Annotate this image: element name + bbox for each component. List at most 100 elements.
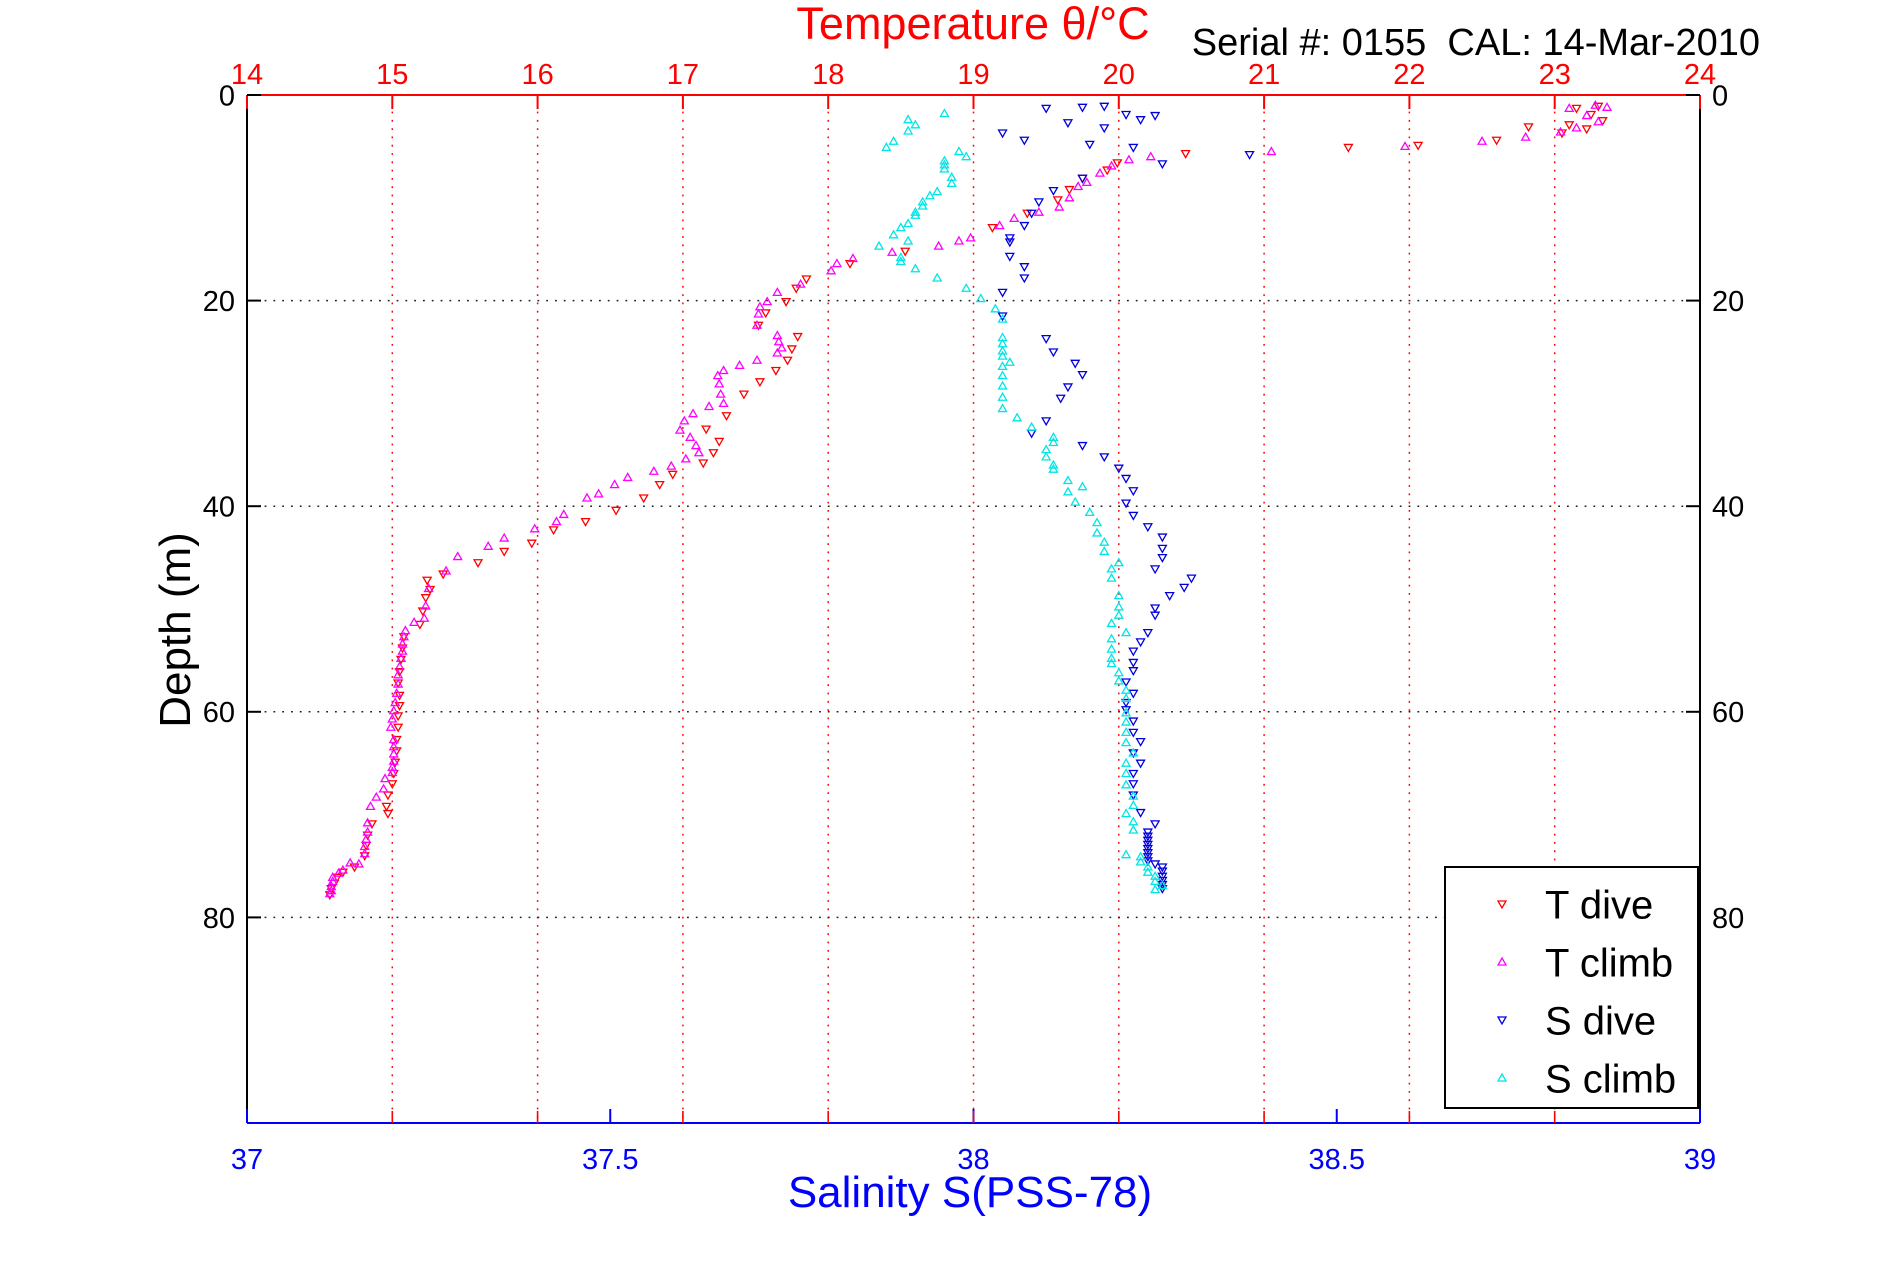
- triangle-down-icon: [1496, 900, 1508, 910]
- data-point-marker: [1412, 141, 1424, 151]
- data-point-marker: [638, 494, 649, 504]
- data-point-marker: [666, 460, 677, 470]
- data-point-marker: [1004, 252, 1015, 262]
- data-point-marker: [1150, 884, 1161, 894]
- data-point-marker: [1142, 523, 1153, 533]
- data-point-marker: [1019, 274, 1030, 284]
- data-point-marker: [1135, 116, 1146, 125]
- data-point-marker: [997, 350, 1008, 360]
- data-point-marker: [902, 114, 914, 124]
- data-point-marker: [1593, 116, 1604, 126]
- data-point-marker: [387, 780, 398, 790]
- data-point-marker: [1523, 123, 1534, 133]
- data-point-marker: [1590, 99, 1601, 109]
- data-point-marker: [1077, 370, 1088, 380]
- data-point-marker: [593, 488, 604, 498]
- data-point-marker: [895, 256, 906, 266]
- data-point-marker: [910, 209, 921, 219]
- data-point-marker: [1145, 151, 1156, 161]
- data-point-marker: [674, 424, 686, 434]
- data-point-marker: [902, 218, 914, 228]
- data-point-marker: [939, 108, 950, 118]
- data-point-marker: [1113, 609, 1124, 619]
- data-point-marker: [333, 867, 344, 877]
- data-point-marker: [1120, 693, 1132, 703]
- data-point-marker: [1009, 213, 1020, 223]
- data-point-marker: [408, 617, 420, 627]
- data-point-marker: [387, 767, 398, 777]
- right-depth-tick-label: 20: [1712, 286, 1744, 318]
- triangle-up-icon: [1496, 1072, 1508, 1082]
- data-point-marker: [499, 547, 510, 557]
- data-point-marker: [997, 361, 1008, 371]
- data-point-marker: [1157, 880, 1168, 890]
- legend-entry-s-climb: S climb: [1496, 1057, 1676, 1101]
- data-point-marker: [361, 833, 372, 843]
- data-point-marker: [1244, 150, 1255, 160]
- data-point-marker: [1128, 689, 1139, 699]
- data-point-marker: [382, 791, 394, 801]
- data-point-marker: [791, 284, 802, 294]
- data-point-marker: [654, 480, 665, 490]
- left-depth-tick-label: 80: [203, 903, 235, 935]
- data-point-marker: [1128, 816, 1139, 826]
- data-point-marker: [751, 354, 763, 364]
- data-point-marker: [1120, 727, 1132, 737]
- data-point-marker: [773, 336, 784, 346]
- data-point-marker: [1077, 174, 1088, 184]
- data-point-marker: [888, 135, 899, 145]
- temp-tick-label: 17: [667, 59, 699, 91]
- axis-ticks: [246, 94, 1701, 1123]
- triangle-up-icon: [1496, 956, 1508, 966]
- data-point-marker: [1070, 496, 1081, 506]
- data-point-marker: [708, 449, 719, 459]
- data-point-marker: [1120, 707, 1132, 717]
- data-point-marker: [1062, 119, 1074, 129]
- data-point-marker: [910, 263, 921, 273]
- data-point-marker: [1142, 861, 1153, 871]
- data-point-marker: [1135, 759, 1146, 769]
- data-point-marker: [483, 540, 494, 550]
- data-point-marker: [1120, 627, 1132, 637]
- data-point-marker: [1106, 633, 1117, 643]
- data-point-marker: [847, 253, 859, 263]
- legend-entry-label: T dive: [1545, 883, 1653, 927]
- data-point-marker: [997, 312, 1008, 322]
- data-point-marker: [1128, 143, 1139, 153]
- data-point-marker: [1120, 499, 1132, 509]
- data-point-marker: [1106, 563, 1117, 573]
- data-point-marker: [1343, 143, 1354, 153]
- data-point-marker: [1593, 102, 1604, 112]
- data-point-marker: [1157, 544, 1168, 554]
- data-point-marker: [1052, 196, 1063, 206]
- data-point-marker: [1120, 779, 1132, 789]
- data-point-marker: [997, 129, 1008, 139]
- data-point-marker: [1070, 359, 1081, 369]
- temp-tick-label: 16: [521, 59, 553, 91]
- data-point-marker: [831, 258, 843, 268]
- data-point-marker: [1399, 141, 1411, 151]
- data-point-marker: [932, 272, 943, 282]
- data-point-marker: [667, 470, 678, 480]
- data-point-marker: [1476, 135, 1488, 145]
- legend-entry-t-climb: T climb: [1496, 941, 1673, 985]
- data-point-marker: [753, 321, 764, 331]
- left-depth-tick-label: 60: [203, 697, 235, 729]
- data-point-marker: [1077, 481, 1088, 491]
- data-point-marker: [1048, 432, 1059, 441]
- data-point-marker: [825, 265, 837, 275]
- legend-entry-label: S dive: [1545, 999, 1656, 1043]
- series-t-dive: [324, 102, 1608, 901]
- data-point-marker: [1106, 653, 1117, 662]
- data-point-marker: [961, 151, 972, 161]
- salinity-axis-label: Salinity S(PSS-78): [787, 1168, 1153, 1217]
- data-point-marker: [1142, 857, 1153, 867]
- data-point-marker: [353, 858, 365, 868]
- data-point-marker: [1091, 527, 1103, 537]
- data-point-marker: [1019, 136, 1030, 146]
- data-point-marker: [701, 425, 712, 435]
- data-point-marker: [1120, 849, 1132, 859]
- data-point-marker: [738, 390, 750, 400]
- data-point-marker: [1004, 356, 1015, 366]
- data-point-marker: [1099, 102, 1110, 112]
